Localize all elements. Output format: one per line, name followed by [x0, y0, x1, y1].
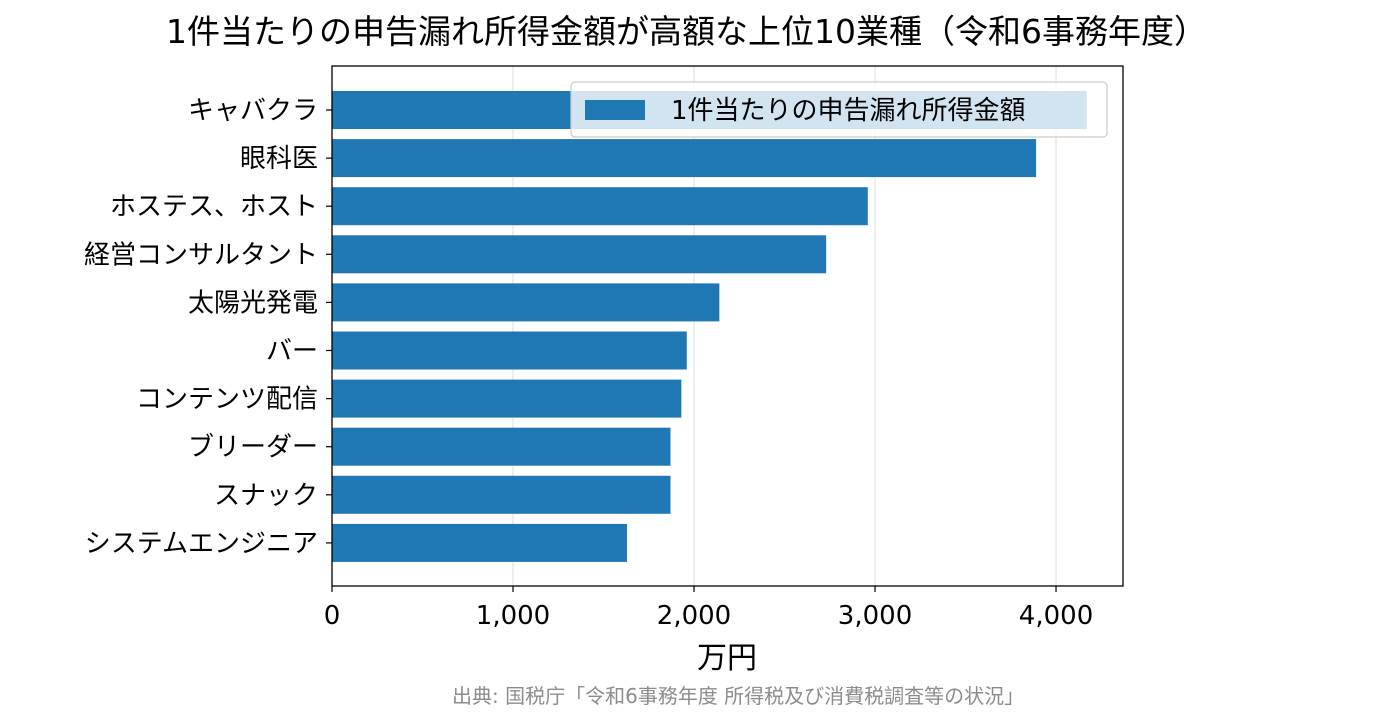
x-axis: 0 1,000 2,000 3,000 4,000	[324, 586, 1093, 631]
y-tick-label: キャバクラ	[188, 96, 318, 126]
x-axis-label: 万円	[697, 641, 757, 676]
legend-swatch	[585, 100, 645, 120]
chart-title: 1件当たりの申告漏れ所得金額が高額な上位10業種（令和6事務年度）	[166, 12, 1207, 51]
bar	[332, 379, 682, 418]
y-tick-label: ホステス、ホスト	[110, 192, 318, 222]
y-tick-label: システムエンジニア	[85, 529, 318, 559]
y-tick-label: 太陽光発電	[188, 288, 318, 318]
x-tick-label: 1,000	[476, 601, 550, 631]
bar	[332, 523, 628, 562]
legend-box	[570, 81, 1108, 138]
y-tick-label: スナック	[214, 481, 318, 511]
x-tick-label: 2,000	[657, 601, 731, 631]
y-tick-label: コンテンツ配信	[136, 385, 318, 415]
bar	[332, 427, 671, 466]
x-tick-label: 0	[324, 601, 341, 631]
y-axis: キャバクラ眼科医ホステス、ホスト経営コンサルタント太陽光発電バーコンテンツ配信ブ…	[84, 96, 332, 559]
bar	[332, 475, 671, 514]
source-note: 出典: 国税庁「令和6事務年度 所得税及び消費税調査等の状況」	[452, 684, 1025, 708]
y-tick-label: 経営コンサルタント	[84, 240, 318, 270]
bar	[332, 139, 1037, 178]
bar	[332, 331, 687, 370]
legend: 1件当たりの申告漏れ所得金額	[570, 81, 1108, 138]
bars	[332, 91, 1087, 562]
y-tick-label: 眼科医	[240, 144, 318, 174]
plot-frame	[331, 65, 1124, 587]
x-tick-label: 3,000	[838, 601, 912, 631]
y-tick-label: バー	[266, 337, 318, 367]
y-tick-label: ブリーダー	[188, 433, 318, 463]
legend-label: 1件当たりの申告漏れ所得金額	[671, 96, 1026, 126]
bar	[332, 235, 827, 274]
x-tick-label: 4,000	[1019, 601, 1093, 631]
bar	[332, 283, 720, 322]
bar	[332, 187, 868, 226]
